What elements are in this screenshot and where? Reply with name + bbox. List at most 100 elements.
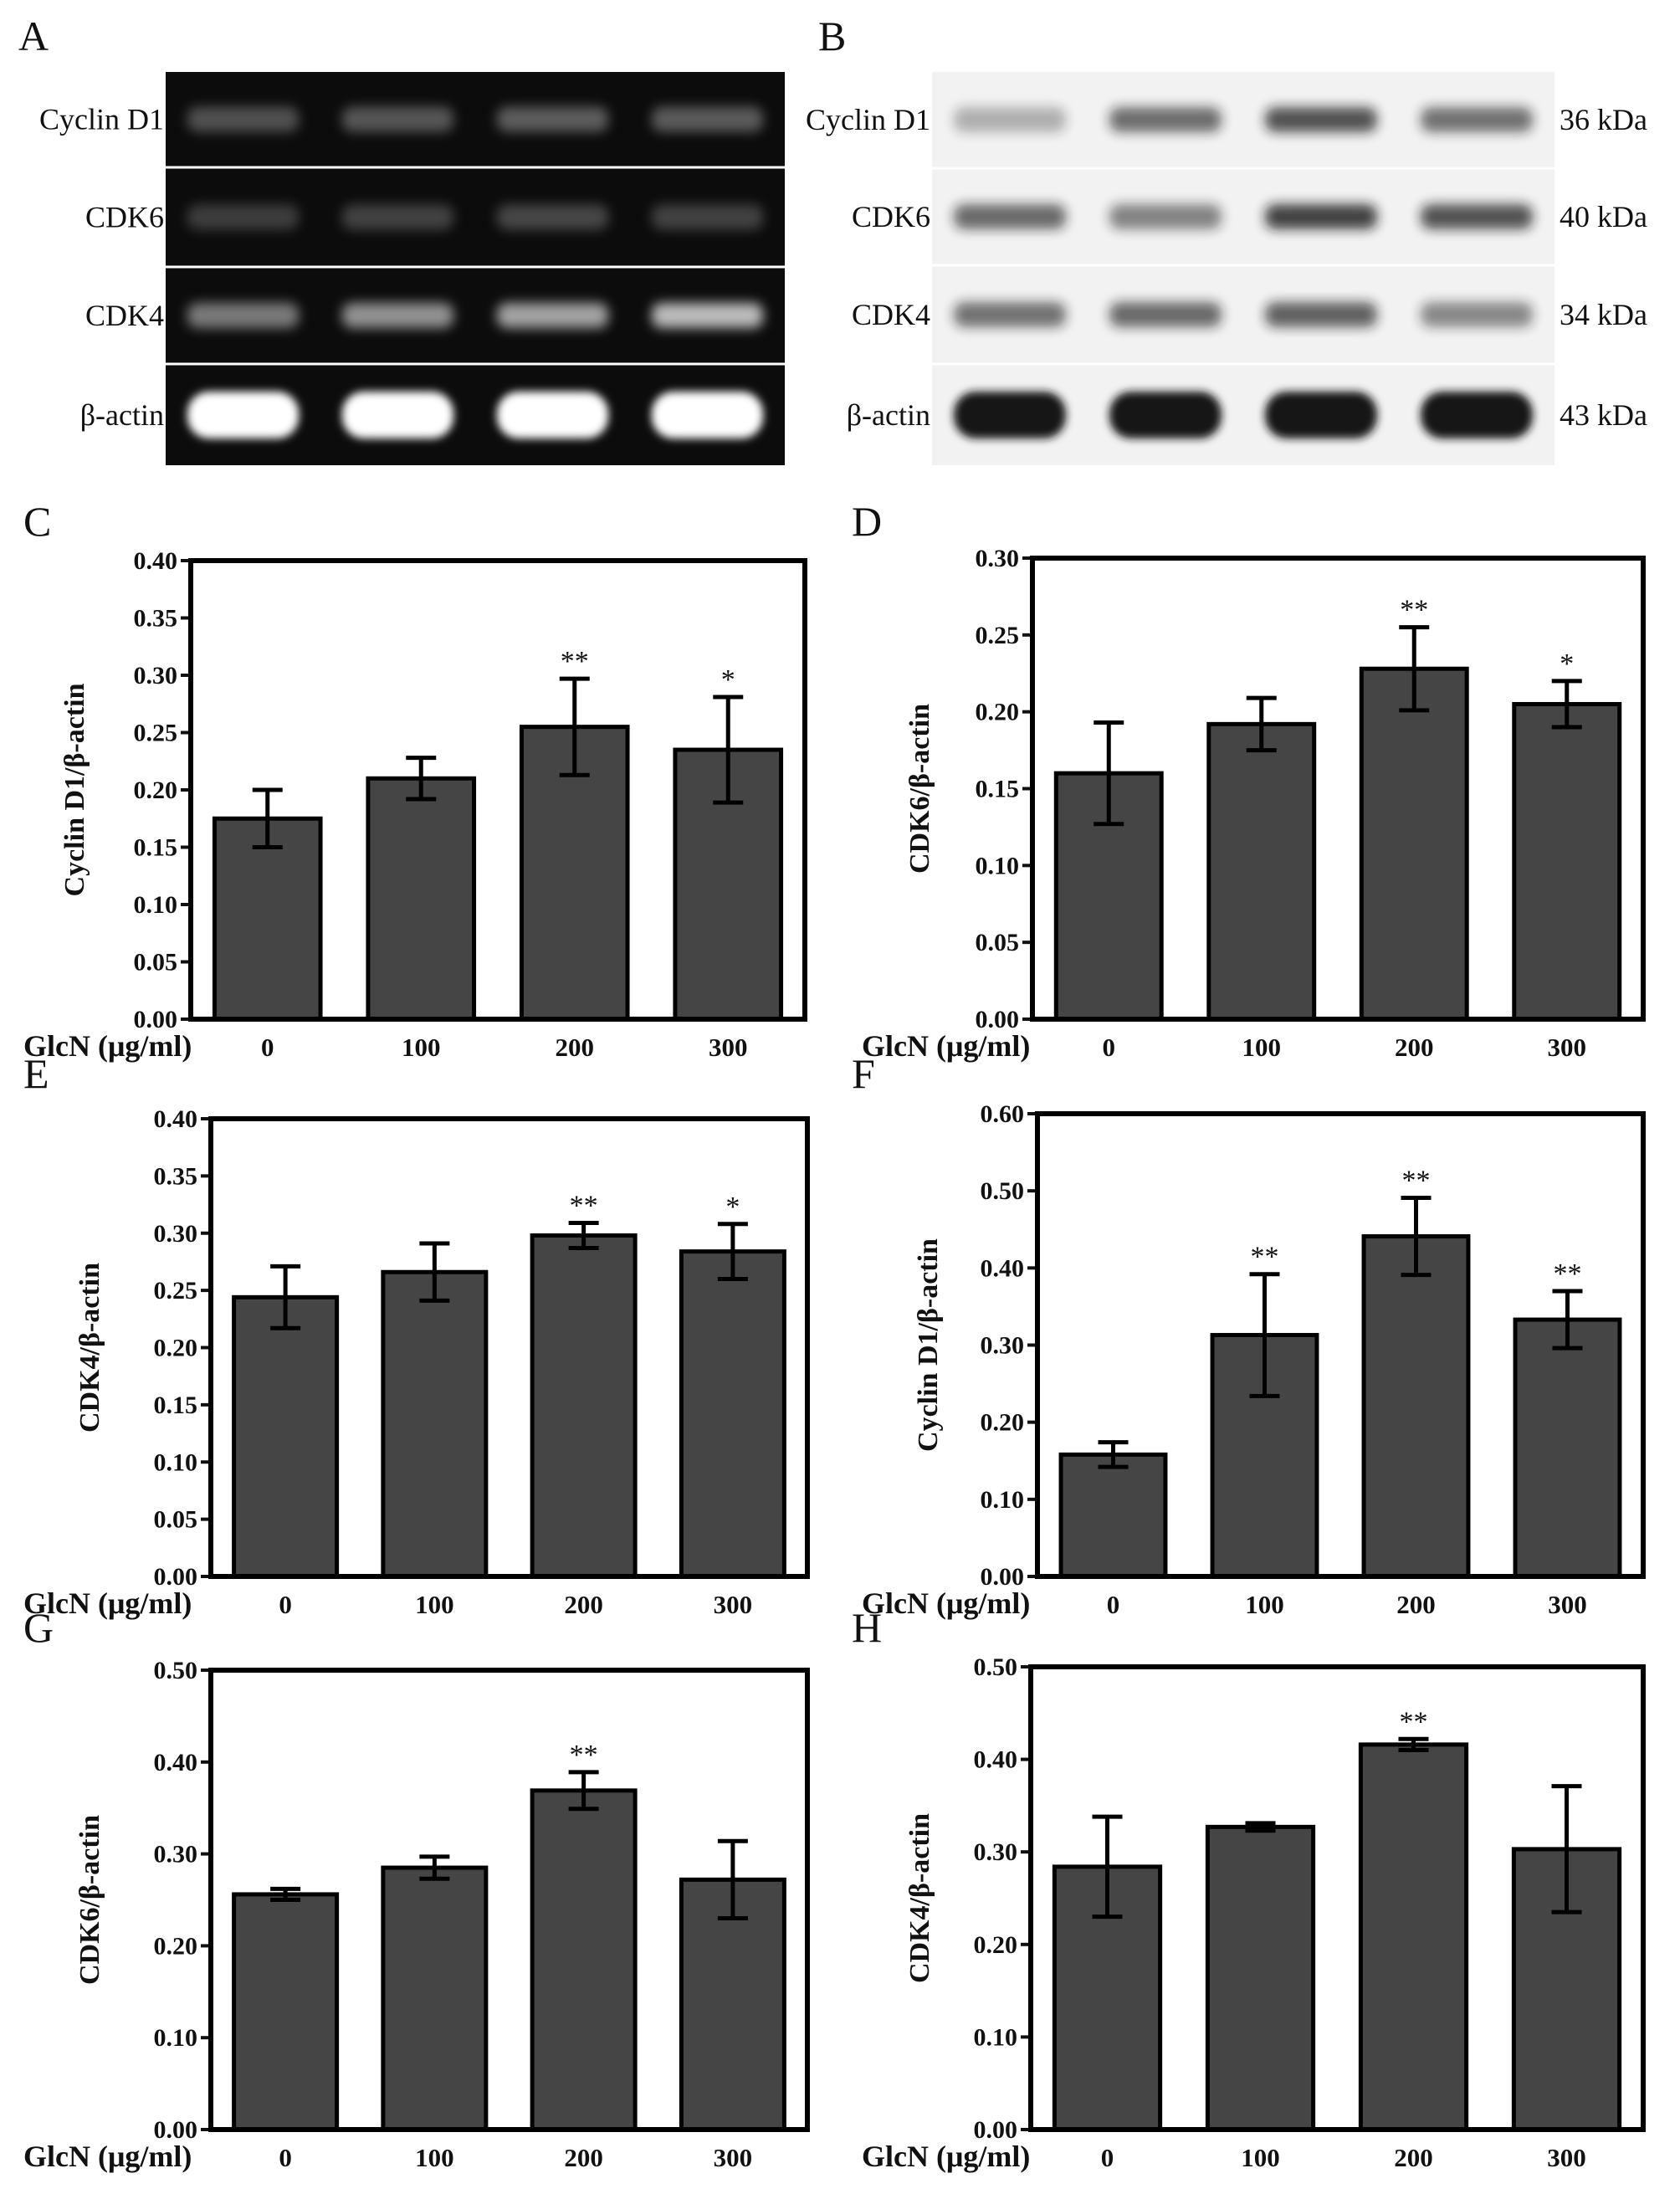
gel-band — [1265, 392, 1377, 438]
y-tick-label: 0.40 — [154, 1749, 198, 1776]
gel-band — [954, 204, 1066, 229]
gel-row: Cyclin D1 — [39, 103, 764, 136]
y-tick-label: 0.25 — [154, 1277, 198, 1305]
y-tick-label: 0.20 — [154, 1335, 198, 1362]
significance-marker: ** — [1554, 1258, 1582, 1289]
x-category-label: 200 — [1396, 1590, 1436, 1619]
x-category-label: 100 — [402, 1033, 441, 1062]
significance-marker: ** — [570, 1190, 598, 1221]
y-tick-label: 0.35 — [134, 605, 178, 633]
gel-band — [496, 204, 609, 230]
gel-row: CDK4 34 kDa — [852, 298, 1647, 331]
bar — [1205, 1824, 1316, 2132]
y-tick-label: 0.20 — [976, 699, 1020, 726]
bar — [381, 1865, 489, 2132]
kda-label: 36 kDa — [1560, 103, 1647, 136]
x-category-label: 300 — [1548, 1590, 1587, 1619]
x-category-label: 300 — [1548, 1033, 1587, 1062]
y-axis-label: CDK4/β-actin — [74, 1263, 105, 1433]
y-axis-label: CDK6/β-actin — [904, 704, 935, 874]
gel-band — [341, 204, 454, 230]
y-tick-label: 0.15 — [976, 776, 1020, 803]
y-tick-label: 0.25 — [976, 622, 1020, 649]
bar — [530, 1788, 638, 2132]
panel-letter-D: D — [852, 498, 882, 545]
gel-band — [341, 106, 454, 132]
significance-marker: * — [721, 664, 735, 695]
gel-band — [187, 204, 300, 230]
y-tick-label: 0.20 — [974, 1931, 1018, 1959]
gel-band — [1265, 107, 1377, 132]
bar — [232, 1294, 340, 1579]
significance-marker: ** — [561, 646, 589, 677]
x-category-label: 0 — [1101, 2143, 1114, 2172]
y-tick-label: 0.60 — [981, 1100, 1025, 1128]
y-tick-label: 0.50 — [981, 1177, 1025, 1205]
panel-letter-C: C — [23, 498, 51, 545]
y-tick-label: 0.15 — [154, 1392, 198, 1419]
bar — [212, 816, 323, 1022]
gel-band — [1109, 392, 1222, 438]
y-tick-label: 0.50 — [974, 1653, 1018, 1681]
gel-band — [1265, 302, 1377, 327]
y-tick-label: 0.00 — [154, 2116, 198, 2144]
gel-band — [496, 392, 609, 438]
bar — [1359, 666, 1469, 1022]
gel-band — [1421, 392, 1533, 438]
y-tick-label: 0.00 — [134, 1006, 178, 1033]
gel-band — [187, 303, 300, 328]
x-axis-prefix: GlcN (μg/ml) — [23, 1029, 192, 1063]
bar — [1058, 1452, 1168, 1579]
x-category-label: 300 — [714, 1590, 753, 1619]
bar — [1206, 721, 1317, 1022]
significance-marker: ** — [1402, 1165, 1431, 1196]
y-tick-label: 0.10 — [981, 1486, 1025, 1514]
kda-label: 34 kDa — [1560, 298, 1647, 331]
gel-row-label: CDK4 — [85, 299, 164, 332]
gel-band — [651, 303, 764, 328]
y-tick-label: 0.10 — [134, 891, 178, 919]
y-tick-label: 0.00 — [981, 1563, 1025, 1591]
gel-band — [954, 107, 1066, 132]
gel-row-label: CDK6 — [85, 201, 164, 234]
bar — [1361, 1234, 1471, 1579]
y-tick-label: 0.10 — [974, 2023, 1018, 2051]
gel-band — [187, 106, 300, 132]
gel-row: CDK6 40 kDa — [852, 200, 1647, 233]
y-tick-label: 0.10 — [154, 1448, 198, 1476]
y-tick-label: 0.00 — [154, 1563, 198, 1591]
y-tick-label: 0.00 — [974, 2116, 1018, 2144]
y-tick-label: 0.40 — [154, 1105, 198, 1133]
panel-letter-F: F — [852, 1050, 875, 1097]
plot-frame — [208, 1116, 810, 1579]
gel-band — [1109, 302, 1222, 327]
y-tick-label: 0.30 — [976, 545, 1020, 572]
x-category-label: 100 — [415, 2143, 454, 2172]
bar — [366, 776, 477, 1022]
gel-band — [1109, 204, 1222, 229]
significance-marker: ** — [1400, 595, 1428, 626]
kda-label: 43 kDa — [1560, 398, 1647, 432]
x-axis-prefix: GlcN (μg/ml) — [23, 2140, 192, 2173]
y-tick-label: 0.40 — [974, 1746, 1018, 1774]
plot-frame — [1030, 556, 1646, 1022]
y-tick-label: 0.20 — [154, 1932, 198, 1960]
plot-frame — [208, 1668, 810, 2132]
y-tick-label: 0.40 — [981, 1254, 1025, 1282]
gel-row-label: Cyclin D1 — [39, 103, 164, 136]
gel-row: CDK6 — [85, 201, 764, 234]
x-category-label: 200 — [1395, 1033, 1434, 1062]
y-tick-label: 0.30 — [134, 662, 178, 689]
chart-panel-C: C 0.00 0.05 0.10 0.15 0.20 0.25 0.30 0.35 0.40 0 10… — [23, 498, 807, 1063]
y-tick-label: 0.30 — [974, 1838, 1018, 1866]
bar — [530, 1233, 638, 1579]
panel-letter-B: B — [818, 13, 846, 59]
gel-band — [1421, 204, 1533, 229]
y-tick-label: 0.30 — [154, 1841, 198, 1868]
bar — [1052, 1864, 1163, 2132]
y-tick-label: 0.30 — [981, 1332, 1025, 1360]
significance-marker: ** — [570, 1740, 598, 1771]
x-category-label: 0 — [1103, 1033, 1116, 1062]
y-tick-label: 0.20 — [134, 777, 178, 804]
